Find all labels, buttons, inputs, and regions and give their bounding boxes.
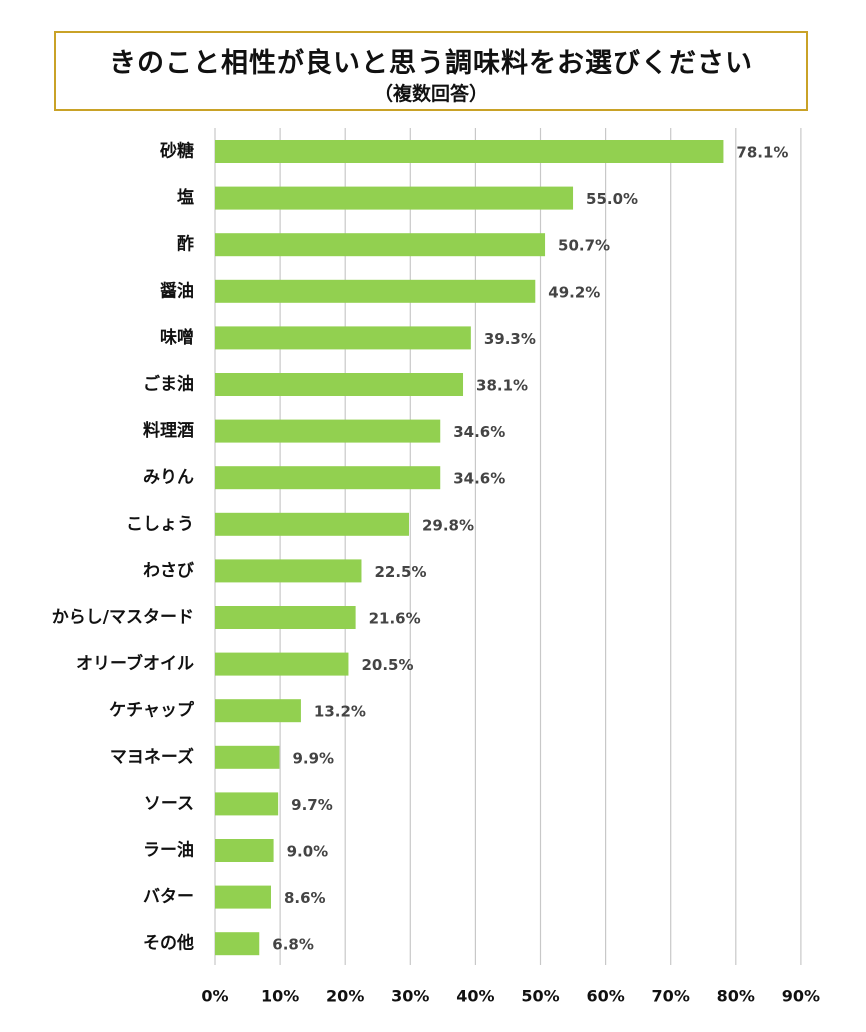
value-label: 6.8% xyxy=(272,936,314,954)
bar-14 xyxy=(215,792,279,816)
x-tick-label: 30% xyxy=(391,987,429,1006)
category-label: こしょう xyxy=(126,514,194,534)
value-label: 21.6% xyxy=(369,610,421,628)
value-label: 22.5% xyxy=(374,563,426,581)
category-label: ラー油 xyxy=(143,840,194,861)
category-label: からし/マスタード xyxy=(52,608,194,628)
category-label: 酢 xyxy=(177,234,194,255)
value-label: 29.8% xyxy=(422,516,474,534)
value-label: 34.6% xyxy=(453,423,505,441)
x-tick-label: 70% xyxy=(652,987,690,1006)
bar-9 xyxy=(215,559,362,583)
x-tick-label: 20% xyxy=(326,987,364,1006)
bar-10 xyxy=(215,606,356,629)
category-label: その他 xyxy=(143,933,194,954)
value-label: 39.3% xyxy=(484,330,536,348)
category-label: ケチャップ xyxy=(109,700,195,721)
x-tick-label: 10% xyxy=(261,987,299,1006)
chart-title: きのこと相性が良いと思う調味料をお選びください xyxy=(109,48,753,79)
category-label: 料理酒 xyxy=(143,420,194,441)
value-label: 20.5% xyxy=(361,656,413,674)
bar-7 xyxy=(215,466,441,490)
category-label: 塩 xyxy=(177,187,194,208)
bar-13 xyxy=(215,745,280,769)
category-label: みりん xyxy=(143,468,194,488)
value-label: 49.2% xyxy=(548,283,600,301)
bar-15 xyxy=(215,839,274,862)
category-label: オリーブオイル xyxy=(76,653,194,674)
x-tick-label: 90% xyxy=(782,987,820,1006)
x-tick-label: 40% xyxy=(456,987,494,1006)
category-label: マヨネーズ xyxy=(110,746,194,767)
bar-3 xyxy=(215,279,536,303)
chart-title-box: きのこと相性が良いと思う調味料をお選びください （複数回答） xyxy=(54,31,808,111)
bar-0 xyxy=(215,140,724,163)
category-label: 砂糖 xyxy=(160,141,194,162)
bar-17 xyxy=(215,932,260,956)
category-label: ごま油 xyxy=(143,374,194,395)
bar-12 xyxy=(215,699,301,723)
category-label: 醤油 xyxy=(160,280,194,301)
x-tick-label: 60% xyxy=(586,987,624,1006)
value-label: 50.7% xyxy=(558,237,610,255)
bar-4 xyxy=(215,326,471,350)
category-label: わさび xyxy=(143,561,194,581)
bar-11 xyxy=(215,652,349,676)
value-label: 9.0% xyxy=(287,843,329,861)
bar-1 xyxy=(215,186,574,210)
value-label: 34.6% xyxy=(453,470,505,488)
category-label: バター xyxy=(143,887,194,907)
bar-5 xyxy=(215,373,464,396)
value-label: 13.2% xyxy=(314,703,366,721)
category-label: ソース xyxy=(144,794,194,814)
chart-subtitle: （複数回答） xyxy=(373,83,488,105)
value-label: 8.6% xyxy=(284,889,326,907)
value-label: 38.1% xyxy=(476,377,528,395)
bar-2 xyxy=(215,233,546,257)
value-label: 9.7% xyxy=(291,796,333,814)
x-tick-label: 80% xyxy=(717,987,755,1006)
value-label: 55.0% xyxy=(586,190,638,208)
category-label: 味噌 xyxy=(160,327,194,348)
value-label: 78.1% xyxy=(736,144,788,162)
x-tick-label: 50% xyxy=(521,987,559,1006)
value-label: 9.9% xyxy=(292,749,334,767)
bar-16 xyxy=(215,885,271,909)
bar-6 xyxy=(215,419,441,443)
bar-8 xyxy=(215,512,409,536)
x-tick-label: 0% xyxy=(201,987,228,1006)
